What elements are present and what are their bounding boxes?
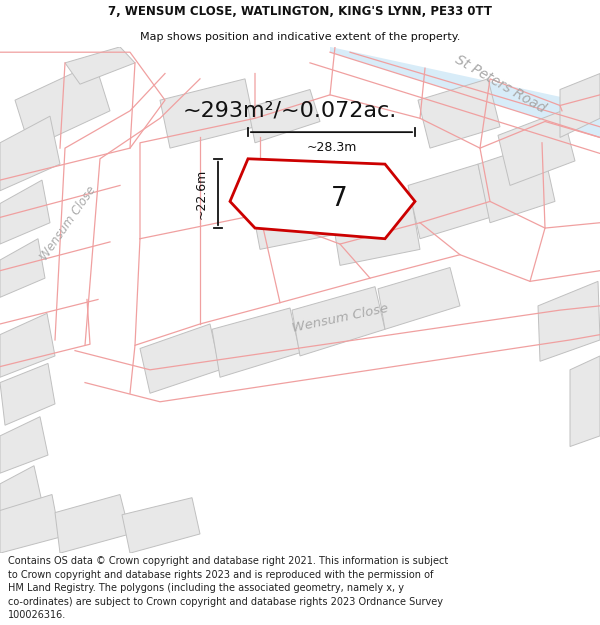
Text: 7, WENSUM CLOSE, WATLINGTON, KING'S LYNN, PE33 0TT: 7, WENSUM CLOSE, WATLINGTON, KING'S LYNN… <box>108 5 492 18</box>
Polygon shape <box>230 159 415 239</box>
Polygon shape <box>15 63 110 148</box>
Polygon shape <box>122 498 200 553</box>
Polygon shape <box>330 191 420 266</box>
Polygon shape <box>140 324 220 393</box>
Text: Wensum Close: Wensum Close <box>38 183 98 262</box>
Polygon shape <box>330 47 600 138</box>
Polygon shape <box>538 281 600 361</box>
Polygon shape <box>498 111 575 186</box>
Polygon shape <box>408 164 490 239</box>
Polygon shape <box>378 268 460 329</box>
Text: Wensum Close: Wensum Close <box>291 302 389 335</box>
Polygon shape <box>0 313 55 378</box>
Polygon shape <box>160 79 255 148</box>
Text: St Peters Road: St Peters Road <box>452 52 548 116</box>
Polygon shape <box>212 308 300 378</box>
Text: 7: 7 <box>331 186 348 212</box>
Text: ~293m²/~0.072ac.: ~293m²/~0.072ac. <box>183 101 397 121</box>
Polygon shape <box>560 74 600 138</box>
Polygon shape <box>55 494 130 553</box>
Polygon shape <box>418 79 500 148</box>
Polygon shape <box>478 142 555 222</box>
Polygon shape <box>0 466 42 521</box>
Polygon shape <box>570 356 600 446</box>
Polygon shape <box>248 169 340 249</box>
Polygon shape <box>0 239 45 298</box>
Polygon shape <box>0 494 60 553</box>
Polygon shape <box>292 287 385 356</box>
Polygon shape <box>248 89 320 142</box>
Text: Contains OS data © Crown copyright and database right 2021. This information is : Contains OS data © Crown copyright and d… <box>8 556 448 621</box>
Text: ~28.3m: ~28.3m <box>307 141 356 154</box>
Polygon shape <box>0 363 55 425</box>
Polygon shape <box>0 180 50 244</box>
Polygon shape <box>65 47 135 84</box>
Polygon shape <box>0 116 60 191</box>
Polygon shape <box>0 417 48 473</box>
Text: Map shows position and indicative extent of the property.: Map shows position and indicative extent… <box>140 31 460 41</box>
Text: ~22.6m: ~22.6m <box>195 168 208 219</box>
